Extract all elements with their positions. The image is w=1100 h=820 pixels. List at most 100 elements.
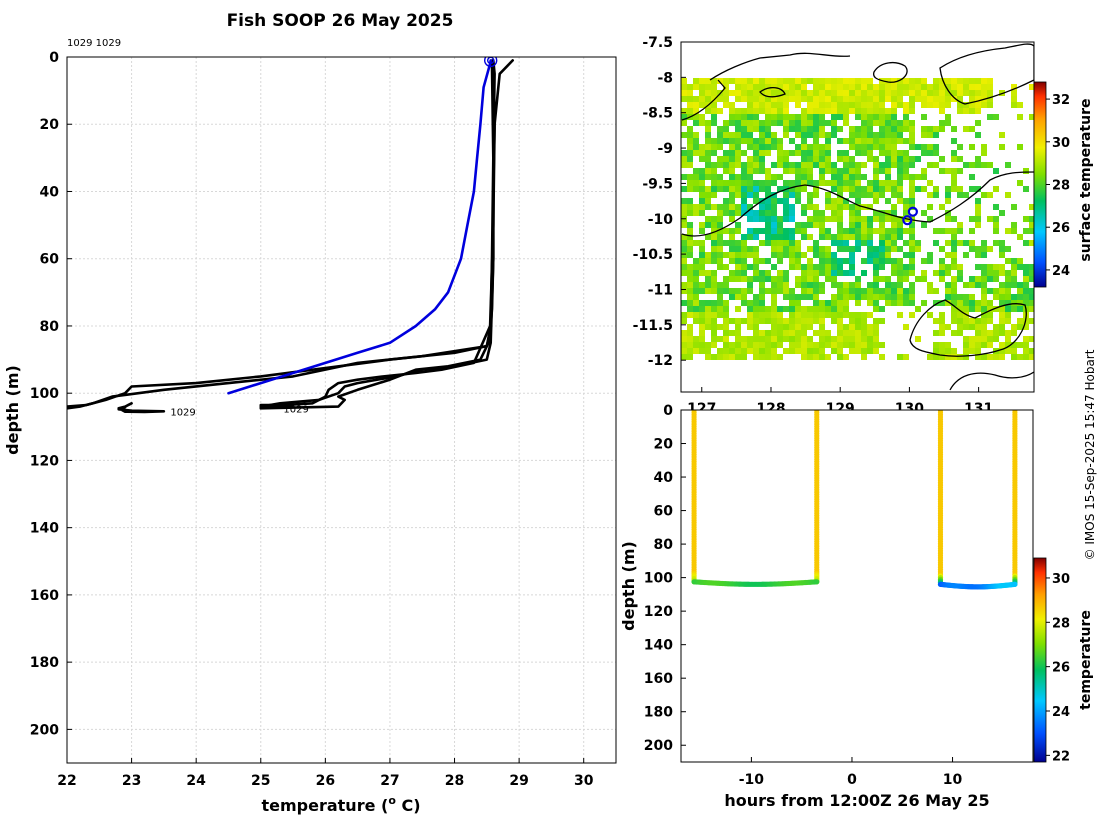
sst-cell [909,222,915,228]
sst-cell [861,174,867,180]
profile-y-tick-label: 140 [30,521,59,537]
sst-cell [705,186,711,192]
profile-axis-ticks: 22 23 24 25 26 27 28 29 300204060801001201401601… [30,50,594,789]
sst-cell [723,276,729,282]
sst-cell [789,96,795,102]
sst-cell [717,174,723,180]
sst-cell [783,228,789,234]
sst-cell [939,228,945,234]
sst-cell [741,90,747,96]
sst-cell [813,210,819,216]
sst-cell [771,216,777,222]
sst-cell [693,102,699,108]
sst-cell [1011,354,1017,360]
sst-cell [747,162,753,168]
sst-cell [687,156,693,162]
sst-cell [747,168,753,174]
sst-cell [711,288,717,294]
sst-cell [909,294,915,300]
profile-y-tick-label: 100 [30,386,59,402]
sst-cell [1023,168,1029,174]
sst-cell [951,246,957,252]
sst-cell [723,318,729,324]
sst-cell [921,150,927,156]
sst-cell [771,228,777,234]
sst-cell [987,354,993,360]
sst-cell [813,192,819,198]
sst-cell [807,264,813,270]
sst-cell [951,264,957,270]
sst-cell [777,198,783,204]
sst-cell [843,150,849,156]
profile-gridlines [66,56,616,763]
sst-cell [753,114,759,120]
sst-cell [879,228,885,234]
sst-cell [945,354,951,360]
sst-cell [819,78,825,84]
sst-cell [981,270,987,276]
sst-cell [909,180,915,186]
sst-cell [747,108,753,114]
sst-cell [681,174,687,180]
sst-cell [855,192,861,198]
sst-cell [885,120,891,126]
sst-cell [801,222,807,228]
sst-cell [705,174,711,180]
sst-cell [999,132,1005,138]
sst-cell [861,258,867,264]
sst-cell [885,150,891,156]
sst-cell [687,270,693,276]
sst-cell [765,258,771,264]
vessel-position-marker [902,215,913,226]
sst-cell [717,132,723,138]
depth-time-x-axis-label: hours from 12:00Z 26 May 25 [724,791,989,810]
sst-cell [885,162,891,168]
sst-cell [741,78,747,84]
sst-cell [933,150,939,156]
sst-cell [729,288,735,294]
sst-cell [993,216,999,222]
sst-cell [717,354,723,360]
sst-cell [897,312,903,318]
sst-cell [897,138,903,144]
sst-cell [885,276,891,282]
sst-cell [1023,228,1029,234]
sst-cell [777,282,783,288]
sst-cell [873,270,879,276]
map-colorbar-tick-label: 30 [1052,136,1070,151]
sst-cell [1029,84,1034,90]
sst-cell [915,144,921,150]
sst-cell [729,240,735,246]
depth-time-colorbar [1033,557,1047,763]
sst-cell [717,126,723,132]
depth-time-frame [680,409,1034,763]
sst-cell [765,78,771,84]
sst-cell [711,336,717,342]
sst-cell [795,330,801,336]
sst-cell [885,234,891,240]
sst-cell [831,132,837,138]
sst-cell [957,222,963,228]
sst-cell [711,324,717,330]
sst-cell [969,318,975,324]
sst-cell [861,150,867,156]
profile-y-tick-label: 200 [30,722,59,738]
sst-cell [885,186,891,192]
sst-cell [681,204,687,210]
sst-cell [717,288,723,294]
sst-cell [735,132,741,138]
sst-cell [855,198,861,204]
sst-cell [843,312,849,318]
sst-cell [969,342,975,348]
sst-cell [717,264,723,270]
sst-cell [735,246,741,252]
sst-cell [789,300,795,306]
sst-cell [801,252,807,258]
sst-cell [891,234,897,240]
sst-cell [867,102,873,108]
sst-cell [945,342,951,348]
sst-cell [951,276,957,282]
sst-cell [813,204,819,210]
sst-cell [825,306,831,312]
sst-cell [711,228,717,234]
